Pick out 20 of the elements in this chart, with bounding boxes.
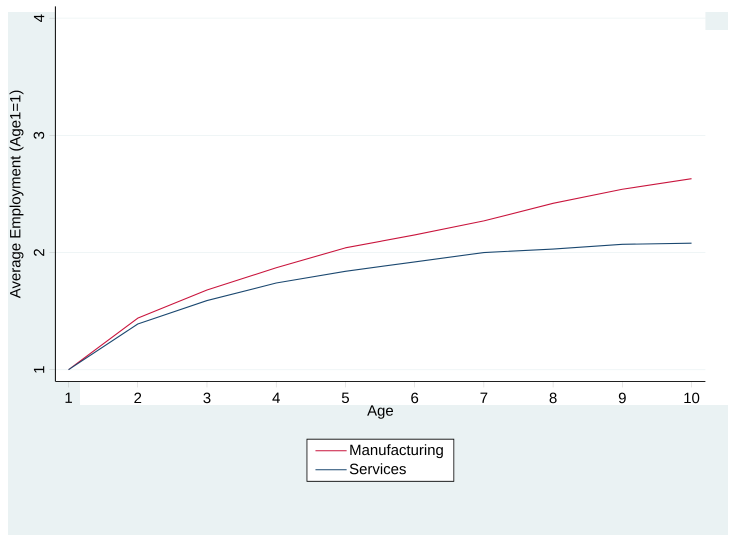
x-tick-label: 6 (411, 392, 418, 404)
x-tick-label: 4 (272, 392, 280, 403)
line-series (68, 178, 692, 370)
y-tick-label: 2 (34, 249, 44, 256)
legend-label: Services (350, 463, 406, 474)
x-axis-title: Age (367, 405, 394, 419)
line-series (68, 242, 692, 370)
x-tick-label: 8 (550, 392, 557, 404)
y-axis-title: Average Employment (Age1=1) (10, 90, 24, 298)
y-tick-label: 4 (34, 14, 44, 22)
x-tick-label: 7 (480, 392, 488, 403)
x-tick-label: 9 (618, 392, 626, 404)
x-tick-label: 5 (342, 392, 349, 404)
x-tick-label: 3 (203, 392, 210, 404)
x-tick-label: 2 (134, 392, 142, 404)
x-tick-label: 1 (66, 392, 72, 403)
y-tick-label: 3 (34, 132, 44, 139)
legend-label: Manufacturing (350, 444, 443, 458)
y-tick-label: 1 (34, 366, 44, 373)
x-tick-label: 10 (684, 392, 700, 404)
